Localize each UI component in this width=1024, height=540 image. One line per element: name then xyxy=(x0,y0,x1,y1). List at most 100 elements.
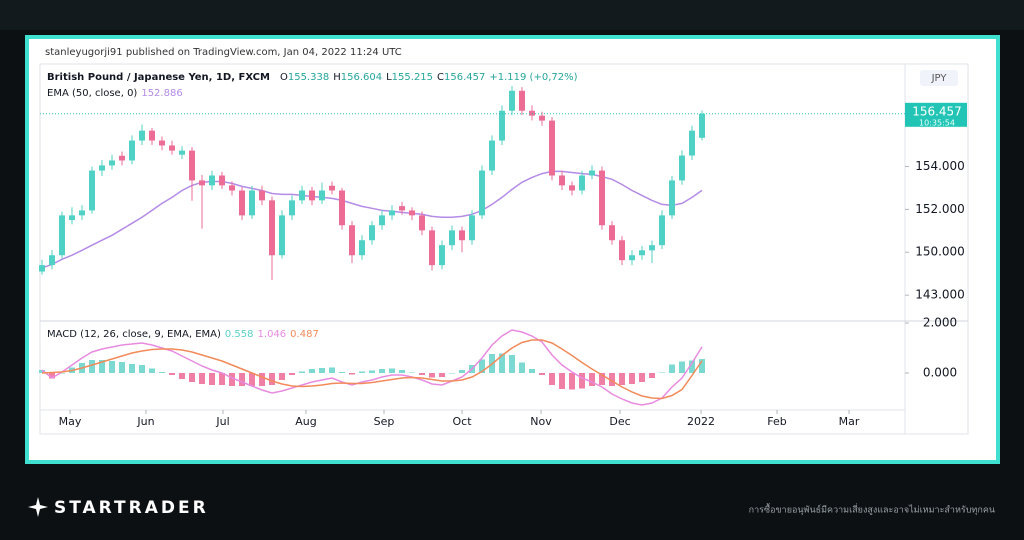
logo-star xyxy=(28,497,48,517)
candle-body xyxy=(549,120,555,176)
legend-ema: EMA (50, close, 0) 152.886 xyxy=(47,88,183,99)
x-tick-label: Jun xyxy=(136,415,154,428)
candle-body xyxy=(69,215,75,221)
candle-body xyxy=(539,115,545,121)
histogram-bar xyxy=(219,373,225,385)
macd-line xyxy=(41,329,703,406)
histogram-bar xyxy=(459,370,465,373)
candle-body xyxy=(189,150,195,181)
histogram-bar xyxy=(109,361,115,373)
histogram-bar xyxy=(289,373,295,375)
histogram-bar xyxy=(379,369,385,373)
candle-body xyxy=(349,225,355,256)
candle-body xyxy=(669,180,675,216)
ohlc-label: H xyxy=(333,72,341,83)
symbol-title: British Pound / Japanese Yen, 1D, FXCM xyxy=(47,72,270,83)
candle-body xyxy=(379,215,385,226)
histogram-bar xyxy=(99,360,105,373)
candle-body xyxy=(299,190,305,201)
candle-body xyxy=(369,225,375,241)
candle-body xyxy=(559,175,565,186)
histogram-bar xyxy=(509,355,515,373)
histogram-bar xyxy=(189,373,195,382)
histogram-bar xyxy=(499,353,505,373)
histogram-bar xyxy=(659,372,665,373)
x-tick-label: Jul xyxy=(215,415,229,428)
candle-body xyxy=(389,210,395,216)
y-tick-label: 154.000 xyxy=(915,159,965,173)
candle-body xyxy=(149,130,155,141)
histogram-bar xyxy=(319,368,325,373)
y-tick-label: 0.000 xyxy=(923,366,957,380)
publisher: stanleyugorji91 published on TradingView… xyxy=(45,47,402,58)
candle-body xyxy=(479,170,485,216)
macd-value: 0.558 xyxy=(225,329,254,340)
histogram-bar xyxy=(389,368,395,373)
candle-body xyxy=(229,185,235,191)
histogram-bar xyxy=(139,365,145,373)
histogram-bar xyxy=(549,373,555,385)
candle-body xyxy=(269,200,275,256)
candle-body xyxy=(639,250,645,256)
histogram-bar xyxy=(59,373,65,374)
histogram-bar xyxy=(89,360,95,373)
macd-value: 1.046 xyxy=(258,329,287,340)
histogram-bar xyxy=(259,373,265,386)
macd-title: MACD (12, 26, close, 9, EMA, EMA) xyxy=(47,329,221,340)
histogram-bar xyxy=(689,360,695,373)
currency-badge xyxy=(920,70,958,86)
candle-body xyxy=(109,160,115,166)
candle-body xyxy=(599,170,605,226)
currency: JPY xyxy=(931,73,948,84)
candle-body xyxy=(609,225,615,241)
histogram-bar xyxy=(279,373,285,380)
y-tick-label: 152.000 xyxy=(915,202,965,216)
ema-value: 152.886 xyxy=(141,88,182,99)
candle-body xyxy=(79,210,85,216)
histogram-bar xyxy=(309,369,315,373)
histogram-bar xyxy=(329,367,335,373)
candle-body xyxy=(519,90,525,111)
x-tick-label: 2022 xyxy=(687,415,715,428)
brand: STARTRADER xyxy=(54,498,209,518)
x-tick-label: Sep xyxy=(374,415,395,428)
candle-body xyxy=(449,230,455,246)
histogram-bar xyxy=(399,370,405,373)
candle-body xyxy=(49,255,55,266)
x-tick-label: Nov xyxy=(530,415,552,428)
histogram-bar xyxy=(199,373,205,384)
histogram-bar xyxy=(669,364,675,373)
candle-body xyxy=(249,190,255,216)
candle-body xyxy=(409,210,415,216)
histogram-bar xyxy=(179,373,185,379)
candle-body xyxy=(319,190,325,201)
candle-body xyxy=(89,170,95,211)
x-tick-label: Dec xyxy=(609,415,630,428)
histogram-bar xyxy=(339,372,345,373)
ohlc-value: 155.338 xyxy=(288,72,329,83)
candle-body xyxy=(509,90,515,111)
histogram-bar xyxy=(629,373,635,384)
legend-macd: MACD (12, 26, close, 9, EMA, EMA) 0.558 1.… xyxy=(47,329,319,340)
y-tick-label: 143.000 xyxy=(915,288,965,302)
ohlc-value: 156.604 xyxy=(341,72,382,83)
histogram-bar xyxy=(209,373,215,385)
histogram-bar xyxy=(169,373,175,375)
candle-body xyxy=(329,185,335,191)
candle-body xyxy=(499,110,505,141)
histogram-bar xyxy=(569,373,575,390)
histogram-bar xyxy=(449,373,455,374)
change: +1.119 (+0,72%) xyxy=(489,72,577,83)
countdown: 10:35:54 xyxy=(919,118,955,127)
histogram-bar xyxy=(579,373,585,389)
ohlc-label: L xyxy=(386,72,392,83)
candle-body xyxy=(489,140,495,171)
candle-body xyxy=(569,185,575,191)
ohlc-label: O xyxy=(280,72,288,83)
candle-body xyxy=(579,175,585,191)
histogram-bar xyxy=(269,373,275,385)
histogram-bar xyxy=(679,361,685,373)
histogram-bar xyxy=(419,373,425,375)
candle-body xyxy=(219,175,225,186)
candle-body xyxy=(419,215,425,231)
